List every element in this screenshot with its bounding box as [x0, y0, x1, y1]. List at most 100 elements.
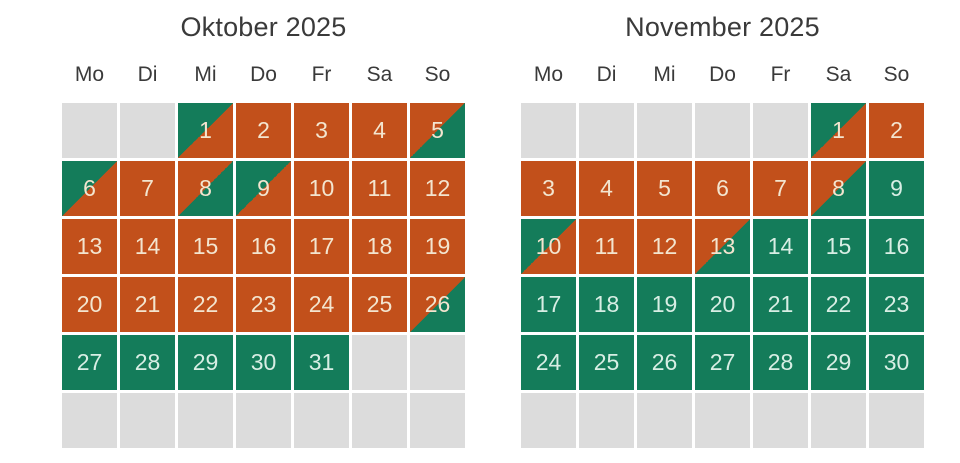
day-cell-november-16[interactable]: 16: [869, 219, 924, 274]
weekday-label-do: Do: [709, 63, 736, 86]
day-cell-november-30[interactable]: 30: [869, 335, 924, 390]
day-cell-october-8[interactable]: 8: [178, 161, 233, 216]
empty-cell: [62, 103, 117, 158]
weekday-label-so: So: [883, 63, 910, 86]
empty-cell: [410, 393, 465, 448]
day-cell-october-14[interactable]: 14: [120, 219, 175, 274]
weekday-label-mi: Mi: [194, 63, 217, 86]
day-cell-november-1[interactable]: 1: [811, 103, 866, 158]
day-cell-november-20[interactable]: 20: [695, 277, 750, 332]
day-cell-october-11[interactable]: 11: [352, 161, 407, 216]
empty-cell: [695, 393, 750, 448]
empty-cell: [62, 393, 117, 448]
day-cell-november-14[interactable]: 14: [753, 219, 808, 274]
day-cell-october-6[interactable]: 6: [62, 161, 117, 216]
day-cell-october-22[interactable]: 22: [178, 277, 233, 332]
day-cell-november-2[interactable]: 2: [869, 103, 924, 158]
empty-cell: [521, 393, 576, 448]
empty-cell: [753, 393, 808, 448]
calendar-grid: 1 2 3 4 5 6 7 8 9 10 11 12 13 14 15 16 17 18 19 20 21 22 23 24 2…: [521, 103, 924, 448]
day-cell-october-27[interactable]: 27: [62, 335, 117, 390]
empty-cell: [579, 103, 634, 158]
day-cell-october-7[interactable]: 7: [120, 161, 175, 216]
day-cell-october-3[interactable]: 3: [294, 103, 349, 158]
day-cell-october-20[interactable]: 20: [62, 277, 117, 332]
day-cell-november-26[interactable]: 26: [637, 335, 692, 390]
empty-cell: [352, 335, 407, 390]
day-cell-november-15[interactable]: 15: [811, 219, 866, 274]
weekday-label-fr: Fr: [311, 63, 332, 86]
day-cell-november-11[interactable]: 11: [579, 219, 634, 274]
empty-cell: [178, 393, 233, 448]
weekday-label-mo: Mo: [74, 63, 105, 86]
calendar-month-title: Oktober 2025: [180, 12, 347, 42]
empty-cell: [869, 393, 924, 448]
day-cell-november-3[interactable]: 3: [521, 161, 576, 216]
day-cell-november-23[interactable]: 23: [869, 277, 924, 332]
weekday-label-di: Di: [137, 63, 158, 86]
day-cell-november-8[interactable]: 8: [811, 161, 866, 216]
day-cell-november-25[interactable]: 25: [579, 335, 634, 390]
day-cell-november-12[interactable]: 12: [637, 219, 692, 274]
empty-cell: [236, 393, 291, 448]
weekday-row: Mo Di Mi Do Fr Sa So: [62, 62, 465, 88]
day-cell-october-4[interactable]: 4: [352, 103, 407, 158]
weekday-row: Mo Di Mi Do Fr Sa So: [521, 62, 924, 88]
day-cell-october-17[interactable]: 17: [294, 219, 349, 274]
day-cell-october-18[interactable]: 18: [352, 219, 407, 274]
day-cell-november-18[interactable]: 18: [579, 277, 634, 332]
day-cell-november-22[interactable]: 22: [811, 277, 866, 332]
day-cell-november-28[interactable]: 28: [753, 335, 808, 390]
day-cell-october-29[interactable]: 29: [178, 335, 233, 390]
day-cell-october-28[interactable]: 28: [120, 335, 175, 390]
day-cell-november-13[interactable]: 13: [695, 219, 750, 274]
day-cell-november-5[interactable]: 5: [637, 161, 692, 216]
empty-cell: [579, 393, 634, 448]
weekday-label-mo: Mo: [533, 63, 564, 86]
weekday-label-sa: Sa: [825, 63, 852, 86]
empty-cell: [120, 103, 175, 158]
day-cell-october-26[interactable]: 26: [410, 277, 465, 332]
day-cell-october-15[interactable]: 15: [178, 219, 233, 274]
day-cell-november-21[interactable]: 21: [753, 277, 808, 332]
day-cell-october-23[interactable]: 23: [236, 277, 291, 332]
day-cell-october-25[interactable]: 25: [352, 277, 407, 332]
day-cell-november-10[interactable]: 10: [521, 219, 576, 274]
day-cell-november-19[interactable]: 19: [637, 277, 692, 332]
day-cell-november-27[interactable]: 27: [695, 335, 750, 390]
empty-cell: [695, 103, 750, 158]
calendar-november: November 2025 Mo Di Mi Do Fr Sa So 1 2 3 4 5 6 7 8 9 10…: [521, 0, 924, 463]
day-cell-october-16[interactable]: 16: [236, 219, 291, 274]
day-cell-october-12[interactable]: 12: [410, 161, 465, 216]
day-cell-november-9[interactable]: 9: [869, 161, 924, 216]
day-cell-october-31[interactable]: 31: [294, 335, 349, 390]
day-cell-october-1[interactable]: 1: [178, 103, 233, 158]
day-cell-november-4[interactable]: 4: [579, 161, 634, 216]
day-cell-october-10[interactable]: 10: [294, 161, 349, 216]
empty-cell: [811, 393, 866, 448]
empty-cell: [120, 393, 175, 448]
day-cell-october-30[interactable]: 30: [236, 335, 291, 390]
day-cell-november-7[interactable]: 7: [753, 161, 808, 216]
day-cell-october-19[interactable]: 19: [410, 219, 465, 274]
day-cell-november-17[interactable]: 17: [521, 277, 576, 332]
calendar-october: Oktober 2025 Mo Di Mi Do Fr Sa So 1 2 3 4 5 6 7 8 9 10 1…: [62, 0, 465, 463]
empty-cell: [521, 103, 576, 158]
day-cell-october-9[interactable]: 9: [236, 161, 291, 216]
day-cell-october-21[interactable]: 21: [120, 277, 175, 332]
day-cell-november-24[interactable]: 24: [521, 335, 576, 390]
day-cell-november-6[interactable]: 6: [695, 161, 750, 216]
day-cell-october-2[interactable]: 2: [236, 103, 291, 158]
day-cell-november-29[interactable]: 29: [811, 335, 866, 390]
day-cell-october-13[interactable]: 13: [62, 219, 117, 274]
empty-cell: [410, 335, 465, 390]
weekday-label-sa: Sa: [366, 63, 393, 86]
weekday-label-so: So: [424, 63, 451, 86]
calendar-grid: 1 2 3 4 5 6 7 8 9 10 11 12 13 14 15 16 17 18 19 20 21 22 23 24 2…: [62, 103, 465, 448]
day-cell-october-5[interactable]: 5: [410, 103, 465, 158]
weekday-label-di: Di: [596, 63, 617, 86]
day-cell-october-24[interactable]: 24: [294, 277, 349, 332]
empty-cell: [753, 103, 808, 158]
weekday-label-do: Do: [250, 63, 277, 86]
